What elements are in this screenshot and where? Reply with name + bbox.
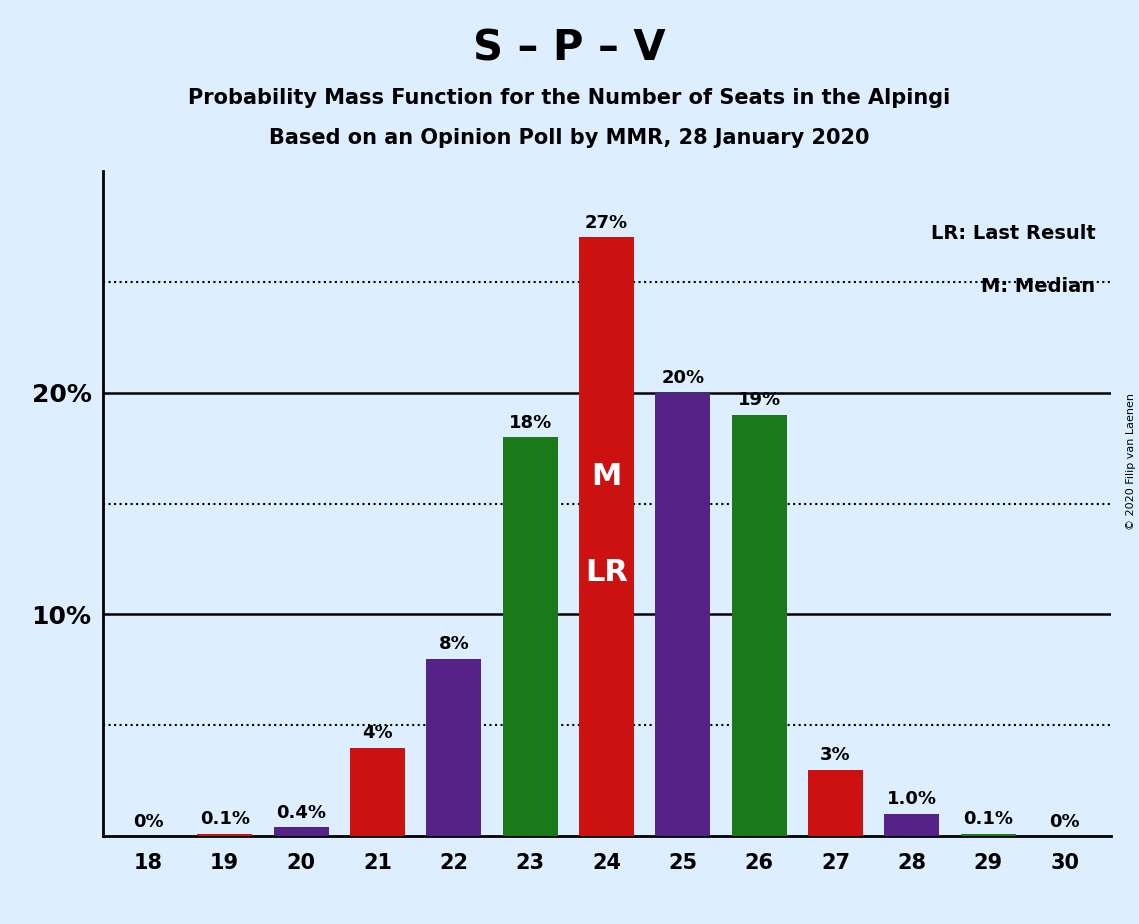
- Text: 4%: 4%: [362, 724, 393, 742]
- Text: 0%: 0%: [1049, 813, 1080, 831]
- Text: M: M: [591, 463, 622, 492]
- Text: 0.1%: 0.1%: [199, 810, 249, 829]
- Text: 1.0%: 1.0%: [887, 791, 937, 808]
- Bar: [273, 827, 328, 836]
- Bar: [426, 659, 482, 836]
- Text: 0.1%: 0.1%: [964, 810, 1014, 829]
- Bar: [350, 748, 405, 836]
- Bar: [502, 437, 558, 836]
- Text: 27%: 27%: [585, 214, 628, 232]
- Text: Based on an Opinion Poll by MMR, 28 January 2020: Based on an Opinion Poll by MMR, 28 Janu…: [269, 128, 870, 148]
- Text: Probability Mass Function for the Number of Seats in the Alpingi: Probability Mass Function for the Number…: [188, 88, 951, 108]
- Text: 18%: 18%: [508, 414, 551, 432]
- Text: 0%: 0%: [133, 813, 164, 831]
- Text: 19%: 19%: [738, 392, 781, 409]
- Bar: [809, 770, 863, 836]
- Bar: [655, 393, 711, 836]
- Text: 0.4%: 0.4%: [276, 804, 326, 821]
- Text: 20%: 20%: [662, 370, 704, 387]
- Text: 3%: 3%: [820, 747, 851, 764]
- Bar: [197, 834, 252, 836]
- Bar: [731, 415, 787, 836]
- Bar: [885, 814, 940, 836]
- Text: M: Median: M: Median: [982, 277, 1096, 297]
- Bar: [961, 834, 1016, 836]
- Text: 8%: 8%: [439, 636, 469, 653]
- Text: S – P – V: S – P – V: [473, 28, 666, 69]
- Bar: [579, 237, 634, 836]
- Text: LR: LR: [585, 558, 628, 588]
- Text: LR: Last Result: LR: Last Result: [931, 225, 1096, 243]
- Text: © 2020 Filip van Laenen: © 2020 Filip van Laenen: [1126, 394, 1136, 530]
